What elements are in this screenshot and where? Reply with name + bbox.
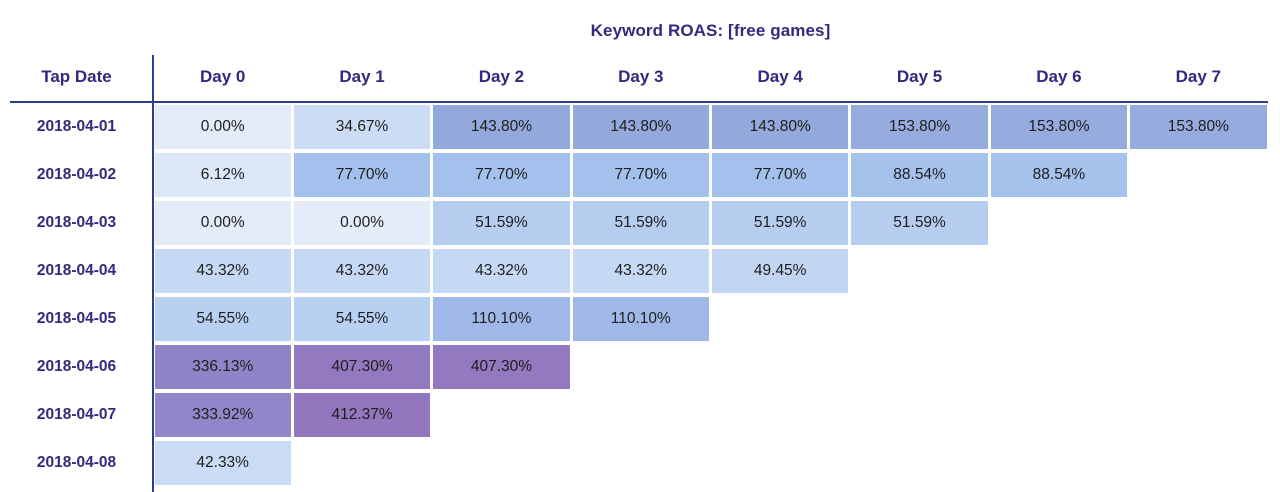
roas-cell: 51.59% (851, 201, 988, 245)
roas-cell: 43.32% (572, 249, 709, 293)
tap-date-divider-line (152, 55, 154, 492)
table-header-row: Tap Date Day 0 Day 1 Day 2 Day 3 Day 4 Day 5 Da… (0, 63, 1280, 91)
row-label-date: 2018-04-03 (36, 214, 117, 231)
roas-cell-empty (573, 441, 709, 485)
roas-cell: 49.45% (712, 249, 849, 293)
roas-cell: 153.80% (851, 105, 988, 149)
roas-cell-empty (433, 441, 569, 485)
report-title: Keyword ROAS: [free games] (590, 21, 831, 40)
column-header-day-0: Day 0 (200, 67, 246, 86)
roas-cell: 153.80% (990, 105, 1128, 149)
roas-cell: 54.55% (293, 297, 431, 341)
column-header-day-5: Day 5 (896, 67, 943, 86)
roas-cell-empty (1130, 345, 1266, 389)
roas-cell: 77.70% (712, 153, 849, 197)
column-header-tap-date: Tap Date (41, 67, 112, 86)
roas-cell-empty (991, 441, 1127, 485)
column-header-day-1: Day 1 (339, 67, 385, 86)
roas-cell: 153.80% (1130, 105, 1267, 149)
row-label-date: 2018-04-02 (36, 166, 117, 183)
roas-cell-empty (1130, 249, 1266, 293)
row-label-date: 2018-04-07 (36, 406, 117, 423)
roas-cell: 43.32% (293, 249, 431, 293)
row-label-date: 2018-04-05 (36, 310, 117, 327)
roas-cell: 42.33% (154, 441, 291, 485)
roas-cell: 333.92% (154, 393, 291, 437)
roas-cell: 88.54% (851, 153, 988, 197)
column-header-day-3: Day 3 (618, 67, 664, 86)
roas-cell-empty (294, 441, 430, 485)
roas-cell-empty (991, 201, 1127, 245)
roas-cell-empty (851, 297, 987, 341)
cohort-heatmap-table: 2018-04-01 0.00% 34.67% 143.80% 143.80% 143.8… (0, 105, 1280, 485)
roas-cell-empty (712, 345, 848, 389)
roas-cell: 0.00% (154, 105, 291, 149)
roas-cell-empty (712, 441, 848, 485)
roas-cell: 77.70% (293, 153, 431, 197)
roas-cell: 88.54% (990, 153, 1128, 197)
row-label-date: 2018-04-06 (36, 358, 117, 375)
roas-cell-empty (991, 393, 1127, 437)
roas-cell-empty (991, 297, 1127, 341)
roas-cell: 143.80% (572, 105, 709, 149)
roas-cell: 43.32% (433, 249, 570, 293)
roas-cell-empty (433, 393, 569, 437)
roas-cell: 110.10% (433, 297, 570, 341)
roas-cell: 54.55% (154, 297, 291, 341)
roas-cell: 6.12% (154, 153, 291, 197)
roas-cell-empty (712, 393, 848, 437)
roas-cell-empty (851, 345, 987, 389)
roas-cell: 51.59% (712, 201, 849, 245)
roas-cell: 77.70% (433, 153, 570, 197)
roas-cell: 407.30% (293, 345, 431, 389)
roas-cell: 110.10% (572, 297, 709, 341)
roas-cell-empty (851, 249, 987, 293)
roas-cell: 43.32% (154, 249, 291, 293)
column-header-day-4: Day 4 (757, 67, 803, 86)
column-header-day-7: Day 7 (1175, 67, 1221, 86)
roas-cell-empty (851, 441, 987, 485)
row-label-date: 2018-04-01 (36, 118, 117, 135)
roas-cell: 51.59% (572, 201, 709, 245)
column-header-day-2: Day 2 (478, 67, 525, 86)
roas-cell: 51.59% (433, 201, 570, 245)
roas-cell: 336.13% (154, 345, 291, 389)
row-label-date: 2018-04-04 (36, 262, 117, 279)
row-label-date: 2018-04-08 (36, 454, 117, 471)
roas-cell-empty (1130, 153, 1266, 197)
roas-cell: 0.00% (293, 201, 431, 245)
roas-cell-empty (712, 297, 848, 341)
roas-cell-empty (991, 345, 1127, 389)
roas-cell-empty (573, 393, 709, 437)
roas-cell-empty (991, 249, 1127, 293)
roas-cell: 143.80% (712, 105, 849, 149)
roas-cell: 143.80% (433, 105, 570, 149)
roas-cell: 407.30% (433, 345, 570, 389)
column-header-day-6: Day 6 (1036, 67, 1082, 86)
roas-cell-empty (1130, 201, 1266, 245)
roas-cell-empty (1130, 393, 1266, 437)
roas-cell-empty (1130, 297, 1266, 341)
roas-cell: 0.00% (154, 201, 291, 245)
roas-cell-empty (1130, 441, 1266, 485)
roas-cell-empty (851, 393, 987, 437)
roas-cell: 34.67% (293, 105, 431, 149)
header-underline (10, 101, 1268, 103)
roas-cell: 77.70% (572, 153, 709, 197)
roas-cell-empty (573, 345, 709, 389)
roas-cell: 412.37% (293, 393, 431, 437)
